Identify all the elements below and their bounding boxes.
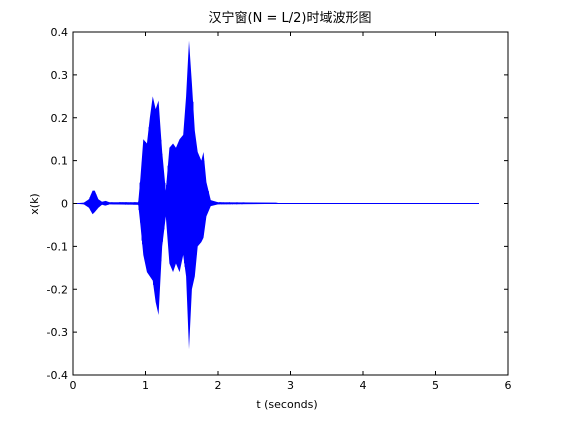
x-axis-ticks: 0 1 2 3 4 5 6 — [70, 32, 512, 392]
x-tick-label: 5 — [432, 379, 439, 392]
x-tick-label: 0 — [70, 379, 77, 392]
x-axis-label: t (seconds) — [256, 398, 317, 411]
y-tick-label: -0.1 — [47, 240, 68, 253]
x-tick-label: 3 — [287, 379, 294, 392]
x-tick-label: 2 — [215, 379, 222, 392]
x-tick-label: 1 — [142, 379, 149, 392]
y-axis-ticks: -0.4 -0.3 -0.2 -0.1 0 0.1 0.2 0.3 0.4 — [47, 26, 508, 382]
y-tick-label: 0.1 — [51, 155, 69, 168]
y-tick-label: -0.4 — [47, 369, 68, 382]
x-tick-label: 6 — [505, 379, 512, 392]
y-tick-label: 0.3 — [51, 69, 69, 82]
waveform-layer — [73, 40, 479, 350]
x-tick-label: 4 — [360, 379, 367, 392]
y-tick-label: 0 — [61, 198, 68, 211]
y-tick-label: 0.2 — [51, 112, 69, 125]
y-tick-label: -0.3 — [47, 326, 68, 339]
chart-title: 汉宁窗(N = L/2)时域波形图 — [209, 10, 372, 26]
y-axis-label: x(k) — [28, 193, 41, 214]
y-tick-label: 0.4 — [51, 26, 69, 39]
y-tick-label: -0.2 — [47, 283, 68, 296]
